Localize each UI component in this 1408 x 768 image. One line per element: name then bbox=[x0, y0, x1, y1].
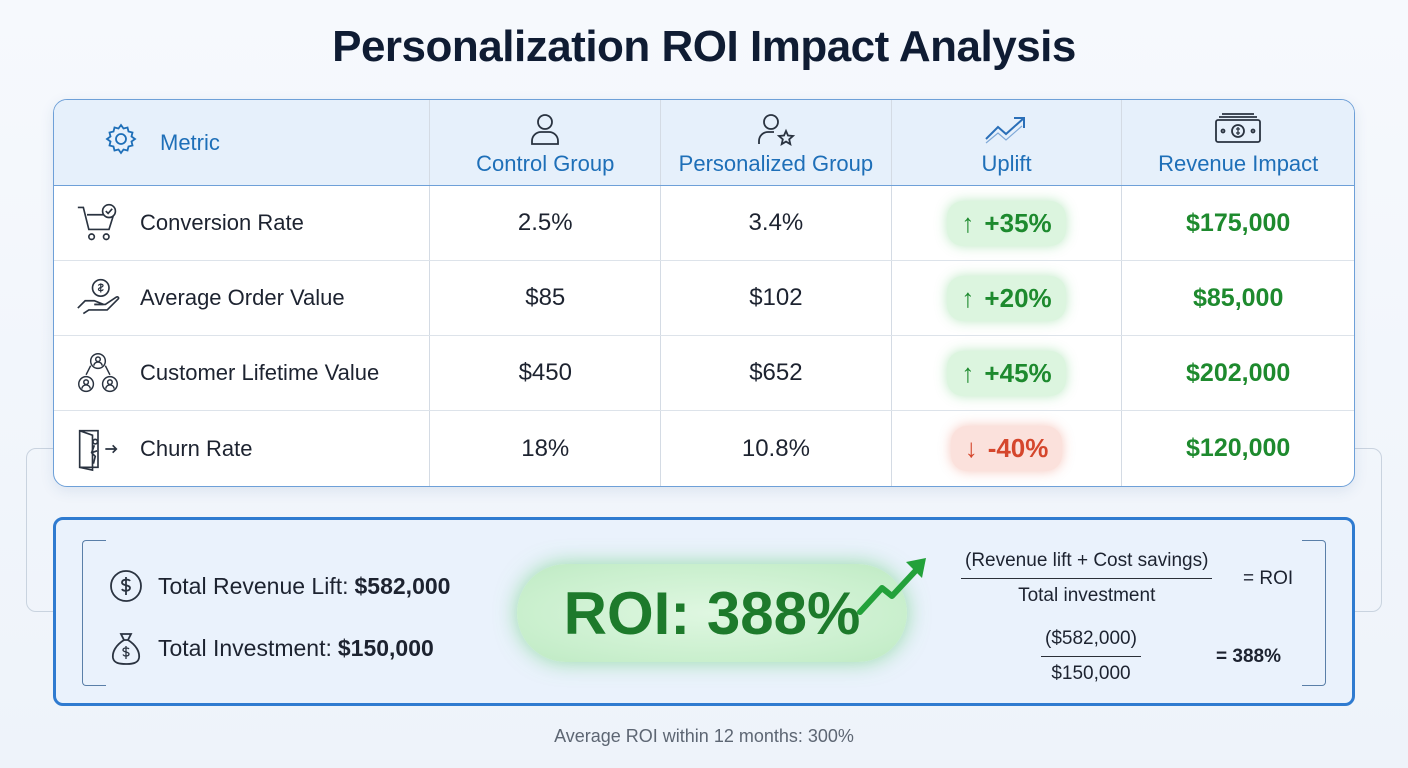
uplift-cell: ↑ +45% bbox=[892, 336, 1123, 410]
metric-label: Churn Rate bbox=[140, 435, 253, 461]
trend-up-icon bbox=[984, 109, 1030, 149]
total-investment: Total Investment: $150,000 bbox=[108, 628, 450, 668]
personalized-value: $102 bbox=[661, 261, 892, 335]
uplift-value: +45% bbox=[984, 357, 1052, 388]
uplift-cell: ↑ +20% bbox=[892, 261, 1123, 335]
metric-label: Conversion Rate bbox=[140, 210, 304, 235]
uplift-value: +20% bbox=[984, 282, 1052, 313]
investment-value: $150,000 bbox=[337, 634, 434, 661]
metric-cell: Churn Rate bbox=[54, 411, 431, 486]
calc-numerator: ($582,000) bbox=[1041, 628, 1141, 657]
dollar-circle-icon bbox=[108, 568, 144, 604]
header-metric: Metric bbox=[54, 100, 431, 185]
metric-cell: Average Order Value bbox=[54, 261, 431, 335]
roi-summary-panel: Total Revenue Lift: $582,000 Total Inves… bbox=[53, 517, 1355, 706]
totals-block: Total Revenue Lift: $582,000 Total Inves… bbox=[108, 566, 450, 690]
hand-coin-icon bbox=[76, 276, 120, 320]
calc-result: = 388% bbox=[1216, 646, 1281, 667]
arrow-up-icon: ↑ bbox=[961, 282, 975, 313]
uplift-badge: ↑ +45% bbox=[947, 350, 1066, 396]
control-value: $85 bbox=[430, 261, 662, 335]
arrow-down-icon: ↓ bbox=[964, 433, 978, 463]
metric-cell: Customer Lifetime Value bbox=[54, 336, 431, 410]
revenue-value: $120,000 bbox=[1186, 434, 1291, 462]
table-row: Customer Lifetime Value $450 $652 ↑ +45%… bbox=[54, 336, 1354, 411]
metric-label: Customer Lifetime Value bbox=[140, 360, 380, 385]
header-revenue-label: Revenue Impact bbox=[1158, 151, 1319, 176]
money-stack-icon bbox=[1213, 109, 1263, 149]
header-personalized: Personalized Group bbox=[661, 100, 892, 185]
uplift-cell: ↑ +35% bbox=[892, 186, 1123, 260]
revenue-cell: $85,000 bbox=[1122, 261, 1354, 335]
uplift-value: -40% bbox=[987, 433, 1049, 463]
header-uplift: Uplift bbox=[892, 100, 1123, 185]
metric-cell: Conversion Rate bbox=[54, 186, 431, 260]
control-value: 2.5% bbox=[430, 186, 662, 260]
header-control-label: Control Group bbox=[476, 151, 615, 176]
table-row: Conversion Rate 2.5% 3.4% ↑ +35% $175,00… bbox=[54, 186, 1354, 261]
metric-label: Average Order Value bbox=[140, 285, 345, 310]
user-icon bbox=[528, 109, 562, 149]
roi-badge: ROI: 388% bbox=[517, 564, 907, 662]
uplift-value: +35% bbox=[984, 207, 1052, 238]
uplift-badge: ↑ +20% bbox=[947, 275, 1066, 321]
uplift-badge: ↑ +35% bbox=[947, 200, 1066, 246]
table-row: Churn Rate 18% 10.8% ↓ -40% $120,000 bbox=[54, 411, 1354, 486]
revenue-value: $202,000 bbox=[1186, 358, 1291, 387]
revenue-cell: $120,000 bbox=[1122, 411, 1354, 486]
revenue-lift-value: $582,000 bbox=[354, 572, 451, 599]
formula-numerator: (Revenue lift + Cost savings) bbox=[961, 550, 1213, 579]
arrow-up-icon: ↑ bbox=[961, 207, 975, 238]
revenue-cell: $202,000 bbox=[1122, 336, 1354, 410]
cart-check-icon bbox=[76, 201, 120, 245]
formula-fraction: (Revenue lift + Cost savings) Total inve… bbox=[961, 550, 1213, 607]
money-bag-icon bbox=[108, 630, 144, 666]
growth-arrow-icon bbox=[857, 558, 926, 615]
footnote: Average ROI within 12 months: 300% bbox=[554, 726, 854, 746]
uplift-cell: ↓ -40% bbox=[892, 411, 1123, 486]
formula-denominator: Total investment bbox=[1018, 585, 1156, 606]
header-control: Control Group bbox=[430, 100, 662, 185]
table-header-row: Metric Control Group Personalized Group bbox=[54, 100, 1354, 186]
personalized-value: $652 bbox=[661, 336, 892, 410]
header-revenue: Revenue Impact bbox=[1122, 100, 1354, 185]
roi-table: Metric Control Group Personalized Group bbox=[53, 99, 1355, 487]
header-uplift-label: Uplift bbox=[981, 151, 1032, 176]
left-bracket bbox=[82, 540, 106, 686]
header-personalized-label: Personalized Group bbox=[678, 151, 874, 176]
page-title: Personalization ROI Impact Analysis bbox=[332, 22, 1076, 71]
control-value: 18% bbox=[430, 411, 662, 486]
right-bracket bbox=[1302, 540, 1326, 686]
people-network-icon bbox=[76, 351, 120, 395]
calc-denominator: $150,000 bbox=[1051, 663, 1131, 684]
gear-icon bbox=[104, 122, 138, 163]
header-metric-label: Metric bbox=[160, 129, 220, 155]
user-star-icon bbox=[756, 109, 796, 149]
uplift-badge: ↓ -40% bbox=[950, 426, 1063, 471]
revenue-cell: $175,000 bbox=[1122, 186, 1354, 260]
total-revenue-lift: Total Revenue Lift: $582,000 bbox=[108, 566, 450, 606]
formula-result: = ROI bbox=[1243, 568, 1294, 589]
table-row: Average Order Value $85 $102 ↑ +20% $85,… bbox=[54, 261, 1354, 336]
investment-label: Total Investment: bbox=[158, 634, 332, 661]
revenue-lift-label: Total Revenue Lift: bbox=[158, 572, 349, 599]
personalized-value: 3.4% bbox=[661, 186, 892, 260]
exit-door-icon bbox=[76, 427, 120, 471]
calc-fraction: ($582,000) $150,000 bbox=[1041, 628, 1141, 685]
revenue-value: $175,000 bbox=[1186, 208, 1291, 237]
arrow-up-icon: ↑ bbox=[961, 357, 975, 388]
revenue-value: $85,000 bbox=[1192, 283, 1284, 312]
control-value: $450 bbox=[430, 336, 662, 410]
personalized-value: 10.8% bbox=[661, 411, 892, 486]
